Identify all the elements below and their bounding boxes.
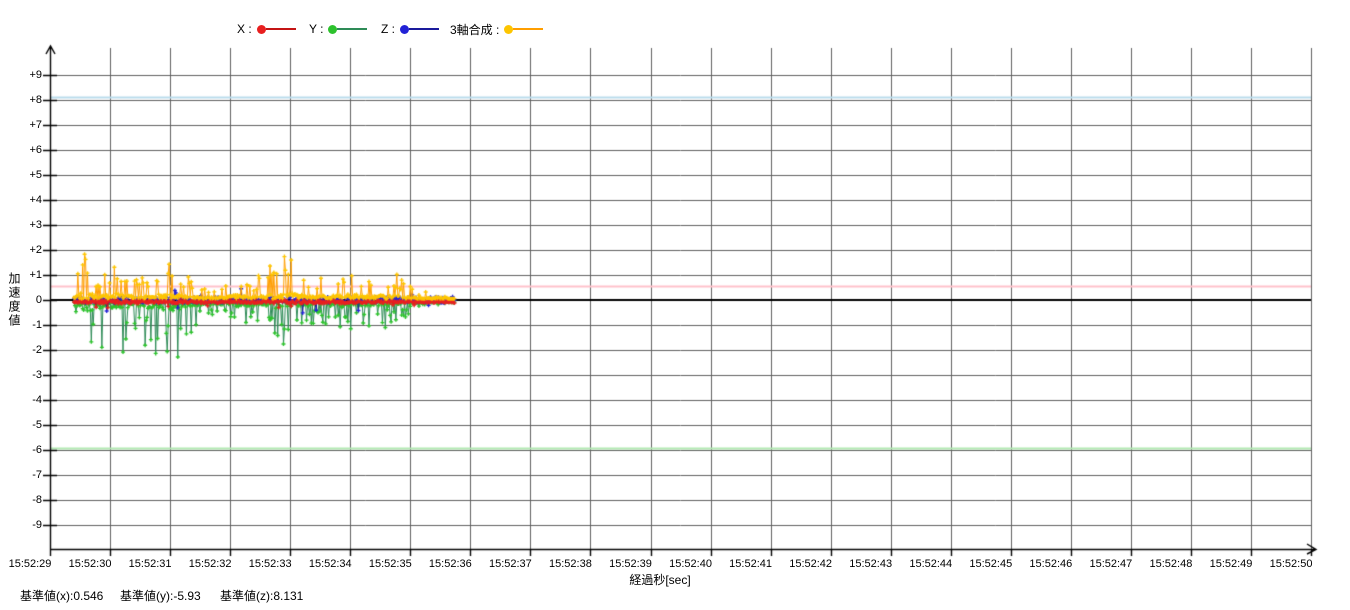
- y-axis-title: 加速度値: [7, 272, 21, 328]
- x-tick-label: 15:52:34: [308, 558, 352, 570]
- y-tick-label: -4: [32, 394, 42, 406]
- y-tick-label: +4: [29, 194, 42, 206]
- x-tick-label: 15:52:37: [488, 558, 532, 570]
- x-tick-label: 15:52:50: [1269, 558, 1313, 570]
- y-tick-label: +7: [29, 119, 42, 131]
- y-tick-label: -1: [32, 319, 42, 331]
- y-tick-label: +3: [29, 219, 42, 231]
- legend-dot-y-icon: [328, 24, 338, 34]
- x-tick-label: 15:52:31: [128, 558, 172, 570]
- legend-line-z-icon: [409, 28, 439, 30]
- x-tick-label: 15:52:39: [609, 558, 652, 570]
- x-tick-label: 15:52:40: [669, 558, 712, 570]
- legend-label-y: Y :: [309, 22, 324, 36]
- y-tick-label: +1: [29, 269, 42, 281]
- y-tick-label: +2: [29, 244, 42, 256]
- legend-item-y: Y :: [309, 21, 368, 37]
- y-tick-label: -5: [32, 419, 42, 431]
- x-tick-label: 15:52:35: [368, 558, 412, 570]
- legend-label-composite: 3軸合成 :: [450, 22, 500, 37]
- x-tick-label: 15:52:42: [789, 558, 833, 570]
- x-tick-label: 15:52:36: [428, 558, 472, 570]
- legend-dot-x-icon: [256, 24, 266, 34]
- x-tick-label: 15:52:45: [969, 558, 1013, 570]
- x-tick-label: 15:52:47: [1089, 558, 1133, 570]
- legend-line-composite-icon: [513, 28, 544, 30]
- y-tick-label: +6: [29, 144, 42, 156]
- x-tick-label: 15:52:38: [549, 558, 592, 570]
- x-tick-label: 15:52:30: [68, 558, 112, 570]
- x-tick-label: 15:52:33: [248, 558, 292, 570]
- x-tick-label: 15:52:43: [849, 558, 893, 570]
- legend-item-composite: 3軸合成 :: [450, 21, 544, 37]
- x-tick-label: 15:52:49: [1209, 558, 1253, 570]
- legend-label-z: Z :: [381, 22, 395, 36]
- legend-item-z: Z :: [381, 21, 439, 37]
- y-tick-label: -2: [32, 344, 42, 356]
- legend-item-x: X :: [237, 21, 296, 37]
- x-tick-label: 15:52:29: [8, 558, 52, 570]
- x-tick-label: 15:52:48: [1149, 558, 1193, 570]
- legend-label-x: X :: [237, 22, 252, 36]
- y-tick-label: -9: [32, 519, 42, 531]
- y-tick-label: +5: [29, 169, 42, 181]
- y-tick-label: -3: [32, 369, 42, 381]
- legend-dot-composite-icon: [504, 24, 514, 34]
- y-tick-label: -6: [32, 444, 42, 456]
- y-tick-label: -8: [32, 494, 42, 506]
- x-tick-label: 15:52:46: [1029, 558, 1073, 570]
- y-tick-label: -7: [32, 469, 42, 481]
- legend-line-y-icon: [337, 28, 368, 30]
- baseline-z-text: 基準値(z):8.131: [220, 589, 304, 603]
- legend-dot-z-icon: [400, 24, 409, 34]
- legend-line-x-icon: [265, 28, 296, 30]
- y-tick-label: +8: [29, 94, 42, 106]
- x-tick-label: 15:52:32: [188, 558, 232, 570]
- y-tick-label: 0: [35, 294, 42, 306]
- y-tick-label: +9: [29, 69, 42, 81]
- x-tick-label: 15:52:41: [729, 558, 772, 570]
- x-tick-label: 15:52:44: [909, 558, 953, 570]
- baseline-x-text: 基準値(x):0.546: [20, 589, 104, 603]
- baseline-y-text: 基準値(y):-5.93: [120, 589, 201, 603]
- x-axis-title: 経過秒[sec]: [629, 573, 691, 587]
